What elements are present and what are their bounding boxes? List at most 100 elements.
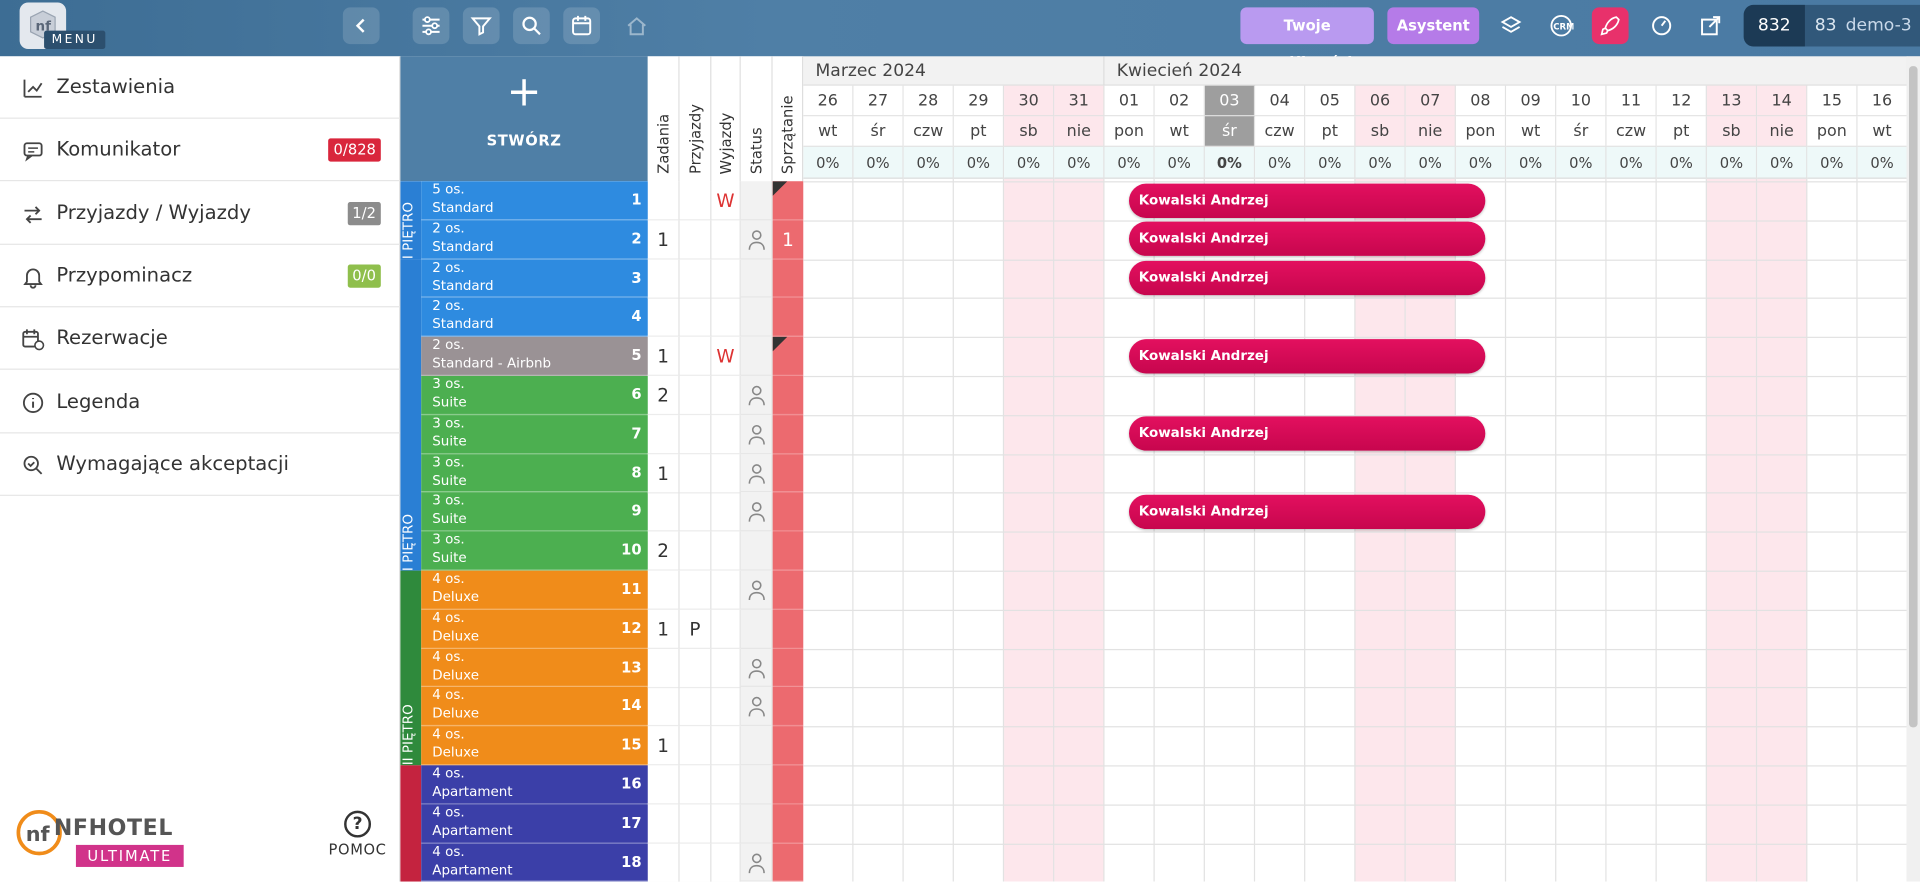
cell-arr[interactable]	[679, 298, 712, 338]
room-row[interactable]: 4 os. Deluxe 14	[421, 687, 648, 727]
rocket-button[interactable]	[1591, 7, 1629, 45]
room-row[interactable]: 4 os. Deluxe 15	[421, 726, 648, 766]
cell-status[interactable]	[740, 298, 773, 337]
day-number[interactable]: 26	[803, 85, 854, 117]
reservation-bar[interactable]: Kowalski Andrzej	[1128, 494, 1486, 529]
cell-tasks[interactable]	[647, 298, 680, 338]
cell-status[interactable]	[740, 220, 773, 260]
cell-dep[interactable]	[711, 414, 741, 455]
cell-arr[interactable]	[679, 492, 712, 532]
cell-status[interactable]	[740, 414, 773, 454]
room-row[interactable]: 4 os. Apartament 18	[421, 843, 648, 882]
cell-status[interactable]	[740, 726, 773, 766]
day-number[interactable]: 10	[1556, 85, 1607, 117]
cell-dep[interactable]	[711, 531, 741, 571]
search-button[interactable]	[513, 7, 550, 45]
day-number[interactable]: 06	[1355, 85, 1406, 117]
cell-tasks[interactable]: 1	[647, 220, 680, 260]
calendar-button[interactable]	[563, 7, 601, 45]
cell-dep[interactable]	[711, 298, 741, 338]
day-number[interactable]: 28	[903, 85, 954, 117]
cell-tasks[interactable]: 1	[647, 453, 680, 493]
room-row[interactable]: 4 os. Deluxe 13	[421, 648, 648, 688]
cell-arr[interactable]	[679, 375, 712, 416]
day-number[interactable]: 27	[853, 85, 904, 117]
collapse-sidebar-button[interactable]	[342, 7, 380, 45]
day-number[interactable]: 15	[1807, 85, 1858, 117]
cell-tasks[interactable]	[647, 181, 680, 221]
sidebar-item-wymagające-akceptacji[interactable]: Wymagające akceptacji	[0, 433, 401, 496]
cell-dep[interactable]: W	[711, 181, 741, 221]
room-row[interactable]: 3 os. Suite 9	[421, 492, 648, 532]
cell-status[interactable]	[740, 804, 773, 844]
vertical-scrollbar[interactable]	[1906, 56, 1920, 882]
cell-status[interactable]	[740, 687, 773, 727]
cell-cleaning[interactable]	[772, 453, 804, 493]
cell-dep[interactable]	[711, 259, 741, 299]
cell-arr[interactable]	[679, 220, 712, 260]
calendar-grid[interactable]: Marzec 2024 Kwiecień 2024 26 wt 0% 27 śr 0% 28 cz…	[803, 56, 1920, 882]
possibilities-button[interactable]: Twoje możliwości	[1240, 7, 1374, 71]
cell-dep[interactable]	[711, 804, 741, 844]
sidebar-item-przypominacz[interactable]: Przypominacz 0/0	[0, 245, 401, 308]
cell-cleaning[interactable]	[772, 804, 804, 844]
cell-cleaning[interactable]	[772, 181, 804, 221]
filter-button[interactable]	[462, 7, 500, 45]
cell-cleaning[interactable]	[772, 609, 804, 649]
room-row[interactable]: 4 os. Deluxe 11	[421, 570, 648, 610]
cell-arr[interactable]	[679, 726, 712, 766]
day-number[interactable]: 07	[1405, 85, 1456, 117]
sidebar-item-legenda[interactable]: Legenda	[0, 370, 401, 433]
external-link-button[interactable]	[1692, 7, 1729, 44]
sidebar-item-rezerwacje[interactable]: Rezerwacje	[0, 308, 401, 371]
cell-arr[interactable]	[679, 765, 712, 805]
cell-status[interactable]	[740, 843, 773, 882]
day-number[interactable]: 04	[1255, 85, 1306, 117]
cell-tasks[interactable]	[647, 687, 680, 727]
create-button[interactable]: + STWÓRZ	[400, 56, 648, 182]
cell-status[interactable]	[740, 492, 773, 532]
room-row[interactable]: 2 os. Standard - Airbnb 5	[421, 336, 648, 376]
cell-status[interactable]	[740, 765, 773, 805]
cell-tasks[interactable]	[647, 765, 680, 805]
room-row[interactable]: 3 os. Suite 10	[421, 531, 648, 571]
room-row[interactable]: 3 os. Suite 7	[421, 414, 648, 454]
reservation-bar[interactable]: Kowalski Andrzej	[1128, 260, 1486, 296]
cell-status[interactable]	[740, 648, 773, 688]
room-row[interactable]: 3 os. Suite 8	[421, 453, 648, 493]
cell-tasks[interactable]: 2	[647, 375, 680, 416]
cell-status[interactable]	[740, 570, 773, 610]
cell-cleaning[interactable]	[772, 298, 804, 337]
cell-arr[interactable]	[679, 336, 712, 377]
dashboard-button[interactable]	[1643, 7, 1680, 44]
ai-assistant-button[interactable]: Asystent AI	[1387, 7, 1480, 71]
settings-sliders-button[interactable]	[412, 7, 450, 45]
reservation-bar[interactable]: Kowalski Andrzej	[1128, 183, 1486, 218]
cell-arr[interactable]	[679, 570, 712, 610]
reservation-bar[interactable]: Kowalski Andrzej	[1128, 338, 1486, 374]
day-number[interactable]: 02	[1154, 85, 1205, 117]
cell-dep[interactable]	[711, 492, 741, 532]
cell-tasks[interactable]: 2	[647, 531, 680, 571]
cell-arr[interactable]: P	[679, 609, 712, 649]
home-button[interactable]	[618, 7, 655, 44]
cell-dep[interactable]	[711, 648, 741, 688]
cell-status[interactable]	[740, 375, 773, 415]
room-row[interactable]: 3 os. Suite 6	[421, 375, 648, 415]
cell-cleaning[interactable]	[772, 726, 804, 766]
layers-button[interactable]	[1493, 7, 1530, 44]
day-number[interactable]: 16	[1857, 85, 1908, 117]
day-number[interactable]: 14	[1757, 85, 1808, 117]
sidebar-item-komunikator[interactable]: Komunikator 0/828	[0, 119, 401, 182]
cell-cleaning[interactable]	[772, 414, 804, 454]
cell-status[interactable]	[740, 453, 773, 493]
room-row[interactable]: 5 os. Standard 1	[421, 181, 648, 221]
day-number[interactable]: 08	[1455, 85, 1507, 117]
room-row[interactable]: 2 os. Standard 3	[421, 259, 648, 299]
day-number[interactable]: 29	[953, 85, 1005, 117]
cell-dep[interactable]	[711, 375, 741, 416]
room-row[interactable]: 4 os. Apartament 17	[421, 804, 648, 844]
cell-status[interactable]	[740, 181, 773, 221]
sidebar-item-przyjazdy-wyjazdy[interactable]: Przyjazdy / Wyjazdy 1/2	[0, 182, 401, 245]
day-number[interactable]: 03	[1204, 85, 1256, 117]
